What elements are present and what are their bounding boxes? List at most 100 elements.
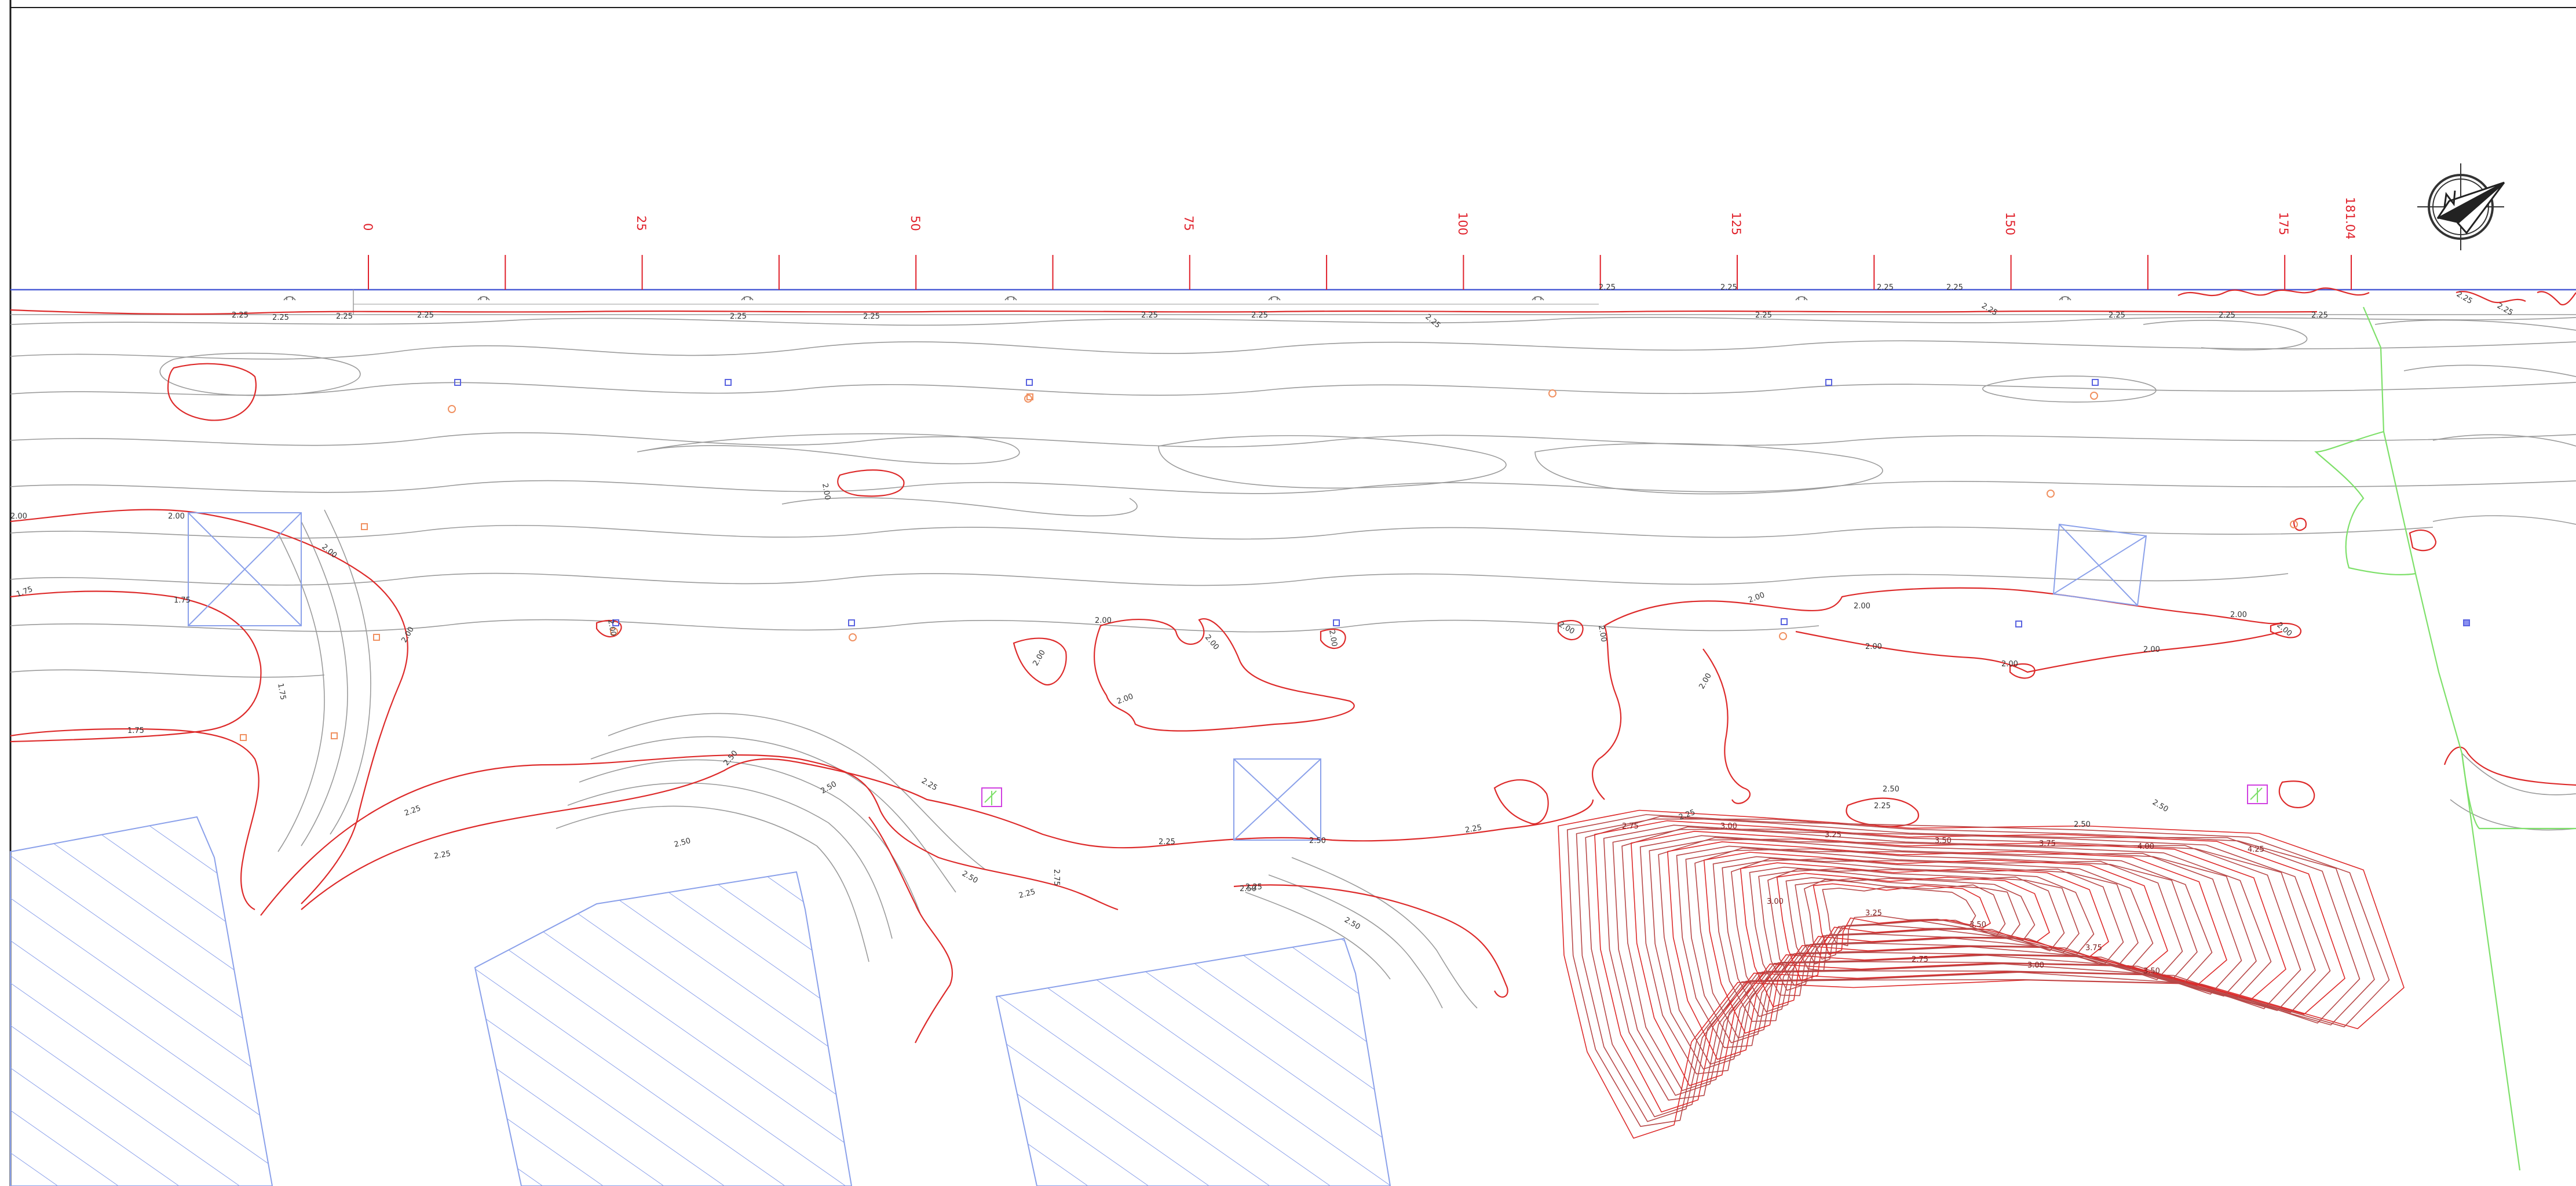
mound-contour-line (1758, 868, 2080, 991)
contour-label: 3.00 (1720, 822, 1737, 831)
station-label-25: 25 (634, 216, 648, 231)
contour-label: 2.25 (1159, 838, 1175, 846)
contour-label: 2.50 (1343, 915, 1362, 931)
contour-label: 2.25 (1946, 283, 1963, 292)
mound-contour-line (1767, 868, 2065, 986)
north-arrow-compass-icon (2417, 163, 2505, 250)
contour-label: 2.25 (920, 776, 939, 792)
mound-contour-line (1566, 814, 2390, 1127)
contour-label: 2.25 (1599, 283, 1616, 292)
contour-label: 2.25 (433, 849, 451, 861)
contour-label: 2.25 (1464, 823, 1482, 835)
contour-label: 2.00 (1747, 591, 1766, 605)
mound-contour-line (1795, 878, 2020, 965)
survey-markers (240, 379, 2470, 807)
contour-label: 2.50 (2151, 798, 2170, 813)
mound-contour-line (1631, 831, 2286, 1086)
mound-contour-line (1658, 837, 2242, 1065)
contour-elevation-labels: 2.25 2.25 2.25 2.25 2.25 2.25 2.25 2.25 2.25 2.25… (10, 283, 2515, 976)
contour-label: 2.25 (2495, 301, 2515, 317)
contour-label: 2.25 (403, 804, 422, 818)
contour-label: 2.25 (1018, 888, 1036, 900)
contour-label: 2.50 (673, 837, 692, 849)
contour-label: 2.25 (1423, 313, 1442, 330)
contour-label: 1.75 (276, 683, 287, 700)
mound-contour-line (1676, 845, 2213, 1048)
contour-label: 2.00 (1697, 672, 1713, 691)
contour-label: 2.00 (2143, 645, 2160, 654)
contour-label: 2.25 (1141, 311, 1158, 320)
contour-label: 2.25 (863, 312, 880, 321)
building-hatch-2 (474, 871, 853, 1186)
mound-contour-line (1776, 873, 2050, 981)
crossed-box-1 (188, 512, 302, 626)
contour-label: 2.00 (1116, 692, 1134, 706)
mound-contour-line (1694, 847, 2183, 1039)
station-label-175: 175 (2277, 212, 2290, 235)
contour-label: 4.00 (2137, 842, 2154, 851)
contour-label: 2.00 (820, 483, 832, 501)
mound-contour-line (1585, 816, 2361, 1118)
contour-label: 2.25 (730, 312, 747, 321)
contour-label: 2.25 (1251, 311, 1268, 320)
mound-contour-line (1667, 841, 2227, 1060)
contour-label: 2.00 (1203, 633, 1221, 652)
contour-label: 2.00 (1865, 643, 1882, 651)
baseline-symbols (283, 296, 2071, 301)
contour-label: 4.25 (2248, 845, 2264, 854)
contour-label: 2.25 (2219, 311, 2235, 320)
minor-contours (10, 316, 2576, 1009)
contour-label: 2.25 (1877, 283, 1894, 292)
contour-label: 2.00 (10, 512, 27, 521)
contour-label: 2.50 (1309, 837, 1326, 845)
contour-label: 3.25 (1865, 909, 1882, 918)
crossed-box-2 (1233, 758, 1321, 841)
mound-contour-line (1804, 879, 2006, 960)
contour-label: 2.00 (2230, 611, 2247, 619)
station-label-150: 150 (2003, 212, 2017, 235)
hatched-buildings (10, 816, 1391, 1186)
contour-label: 2.25 (232, 311, 249, 320)
contour-label: 3.50 (1970, 921, 1986, 929)
major-contours (10, 287, 2576, 1043)
contour-label: 2.25 (2109, 311, 2125, 320)
contour-label: 2.50 (2074, 820, 2091, 829)
contour-label: 3.00 (1767, 897, 1784, 906)
mound-contour-line (1649, 838, 2257, 1070)
contour-label: 3.75 (2039, 840, 2056, 848)
contour-label: 2.25 (272, 313, 289, 322)
contour-label: 2.25 (2311, 311, 2328, 320)
station-ticks (368, 255, 2352, 290)
mound-contour-line (1822, 886, 1976, 947)
contour-mound (1558, 809, 2405, 1139)
mound-contour-line (1576, 818, 2375, 1122)
contour-label: 2.25 (1678, 808, 1696, 822)
contour-label: 2.00 (606, 619, 617, 637)
contour-label: 2.50 (1883, 785, 1899, 794)
contour-label: 2.00 (1095, 616, 1112, 625)
contour-label: 2.00 (168, 512, 185, 521)
contour-label: 3.50 (2143, 967, 2160, 976)
crossed-boxes (188, 512, 2147, 841)
contour-label: 1.75 (15, 585, 34, 599)
contour-label: 1.75 (127, 727, 144, 735)
contour-label: 2.25 (1720, 283, 1737, 292)
contour-label: 2.25 (417, 311, 434, 320)
station-label-125: 125 (1729, 212, 1743, 235)
contour-label: 2.75 (1052, 869, 1061, 886)
building-hatch-3 (995, 937, 1391, 1186)
station-label-0: 0 (361, 223, 375, 231)
contour-label: 2.25 (1980, 301, 1999, 317)
station-label-50: 50 (908, 216, 922, 231)
crossed-box-3 (2052, 523, 2147, 607)
contour-label: 2.00 (1031, 648, 1047, 667)
contour-label: 3.25 (1825, 831, 1841, 840)
contour-label: 1.75 (174, 596, 191, 605)
contour-label: 3.75 (2085, 944, 2102, 953)
contour-label: 2.25 (1755, 311, 1772, 320)
building-hatch-1 (10, 816, 273, 1186)
contour-label: 2.00 (1596, 625, 1608, 643)
mound-contour-line (1621, 826, 2301, 1091)
mound-contour-line (1731, 857, 2124, 1012)
